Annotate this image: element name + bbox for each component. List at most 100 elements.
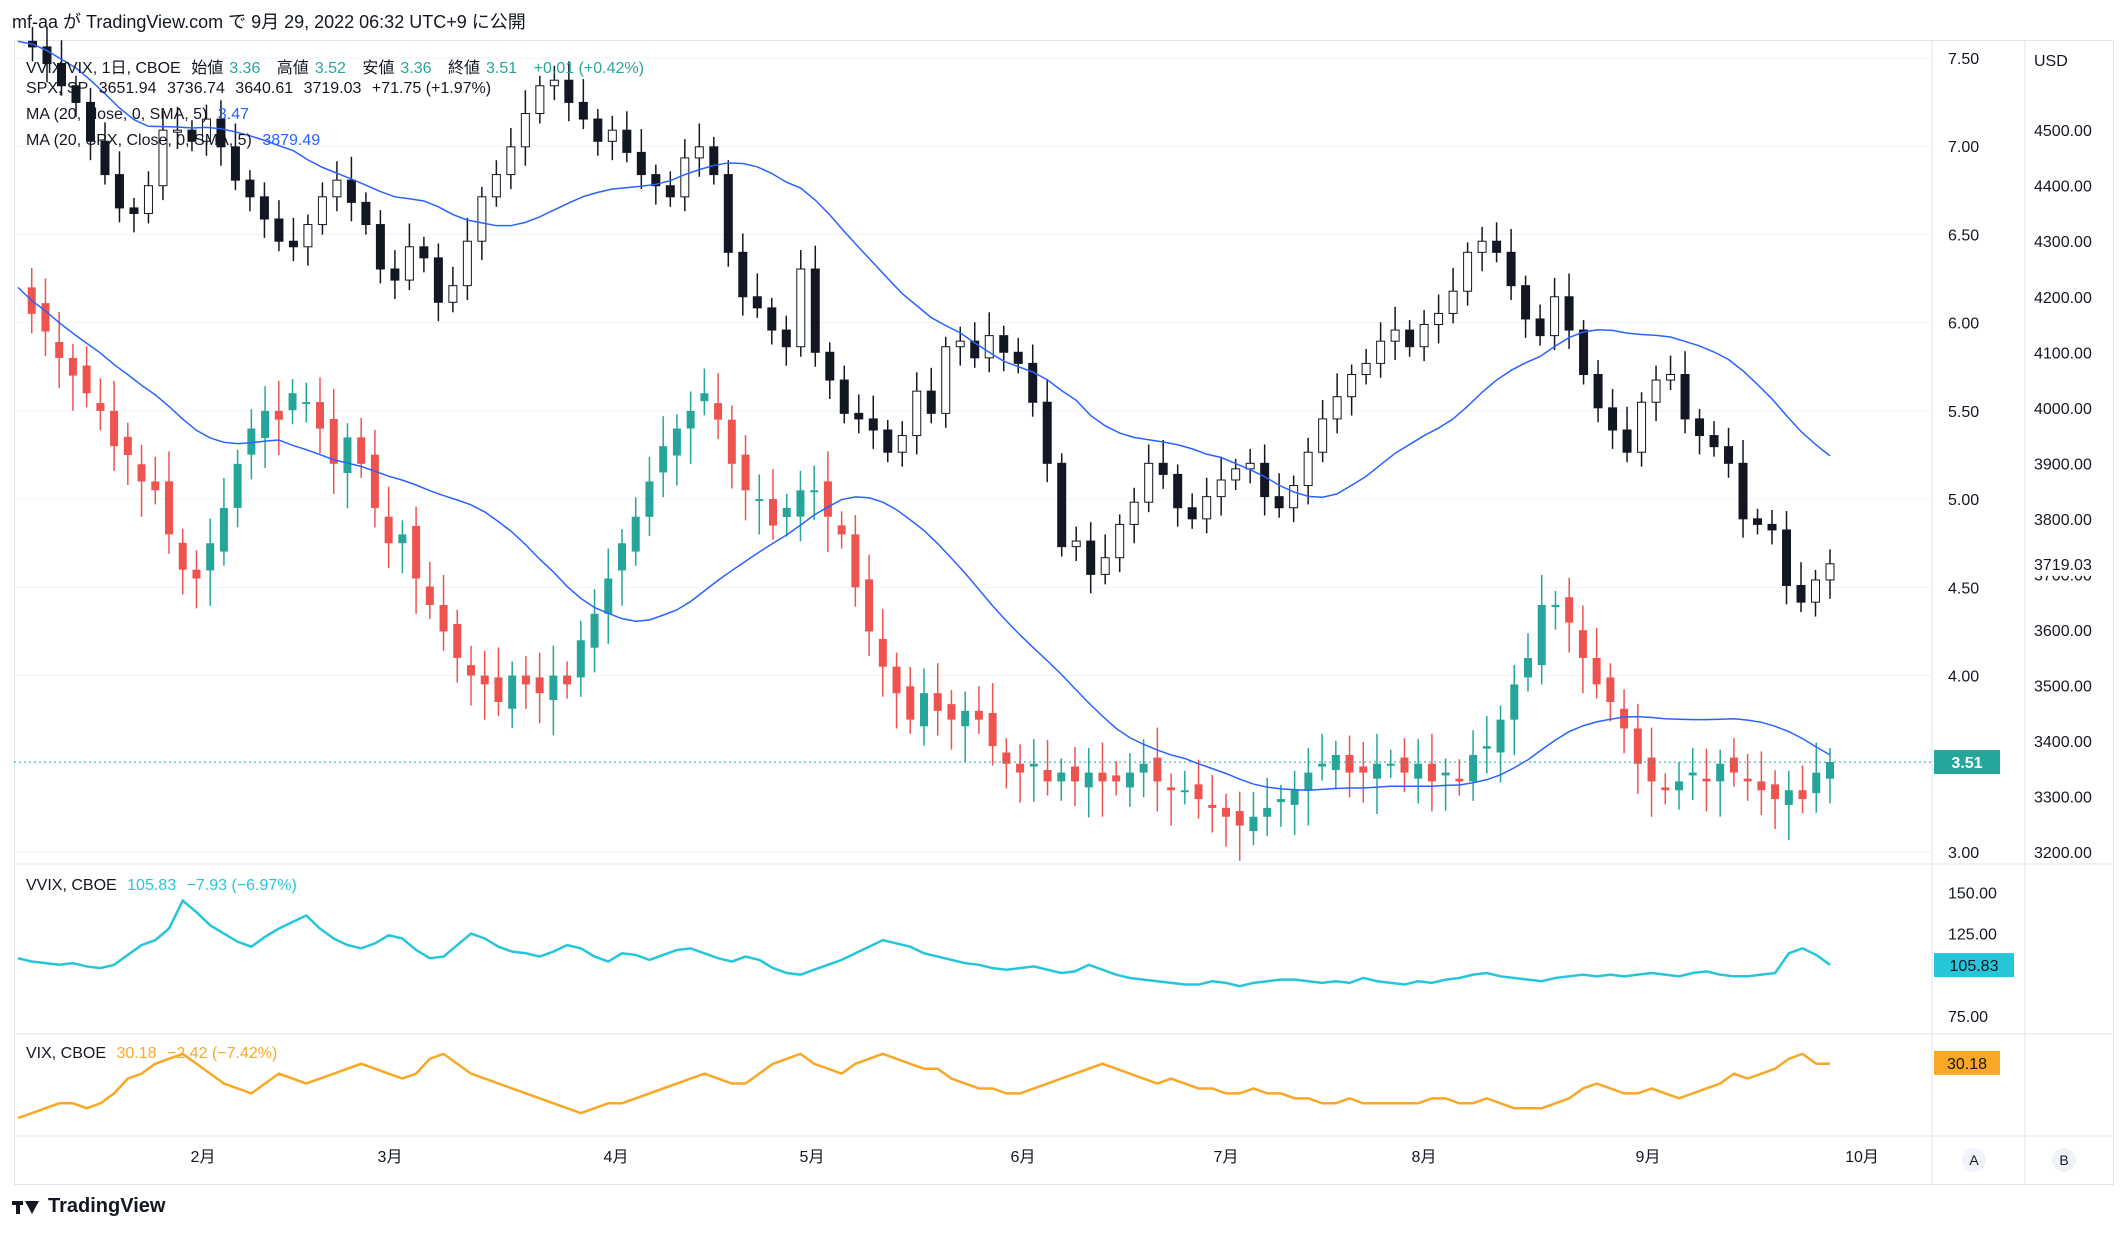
- ratio-candle: [521, 675, 530, 685]
- spx-candle: [1608, 407, 1618, 431]
- legend-ma1[interactable]: MA (20, close, 0, SMA, 5) 3.47: [26, 106, 255, 124]
- spx-candle: [1303, 451, 1313, 487]
- vvix-scale-tick: 150.00: [1948, 885, 1997, 902]
- ratio-candle: [1798, 790, 1807, 800]
- ratio-candle: [343, 437, 352, 473]
- spx-candle: [767, 307, 777, 331]
- legend-spx[interactable]: SPX, SP 3651.94 3736.74 3640.61 3719.03 …: [26, 80, 497, 98]
- ratio-candle: [1304, 772, 1313, 791]
- vix-line: [17, 1052, 1830, 1120]
- right-scale-tick: 4200.00: [2034, 290, 2092, 307]
- spx-candle: [1100, 557, 1110, 575]
- spx-candle: [622, 129, 632, 153]
- ratio-candle: [1180, 790, 1189, 793]
- ratio-candle: [1647, 757, 1656, 782]
- spx-candle: [1057, 462, 1067, 548]
- spx-candle: [361, 201, 371, 226]
- spx-candle: [143, 185, 153, 214]
- ratio-candle: [123, 436, 132, 455]
- ratio-candle: [1592, 657, 1601, 685]
- spx-candle: [1347, 373, 1357, 398]
- ma1-name: MA (20, close, 0, SMA, 5): [26, 106, 208, 123]
- spx-candle: [1492, 240, 1502, 253]
- scale-b-button[interactable]: B: [2052, 1148, 2076, 1172]
- legend-main[interactable]: VVIX/VIX, 1日, CBOE 始値 3.36 高値 3.52 安値 3.36 …: [26, 54, 650, 78]
- spx-candle: [42, 46, 52, 65]
- change-value: +0.01 (+0.42%): [533, 60, 644, 77]
- spx-open: 3651.94: [98, 80, 157, 97]
- spx-candle: [1796, 584, 1806, 603]
- ratio-candle: [1661, 787, 1670, 791]
- ratio-candle: [1812, 772, 1821, 794]
- ratio-candle: [1716, 763, 1725, 782]
- spx-candle: [549, 79, 559, 87]
- spx-candle: [1535, 318, 1545, 337]
- ratio-candle: [1496, 719, 1505, 753]
- auto-scale-button[interactable]: A: [1962, 1148, 1986, 1172]
- vvix-change: −7.93 (−6.97%): [186, 877, 297, 894]
- spx-candle: [1753, 518, 1763, 525]
- spx-candle: [477, 196, 487, 242]
- spx-candle: [1173, 473, 1183, 509]
- ratio-candle: [151, 481, 160, 491]
- spx-candle: [1187, 507, 1197, 520]
- spx-candle: [1593, 373, 1603, 409]
- spx-candle: [781, 329, 791, 348]
- ratio-candle: [55, 341, 64, 358]
- footer-brand[interactable]: TradingView: [12, 1195, 165, 1218]
- spx-candle: [346, 179, 356, 203]
- ratio-candle: [1373, 763, 1381, 779]
- spx-candle: [984, 335, 994, 359]
- spx-candle: [404, 246, 414, 281]
- vvix-value: 105.83: [127, 877, 177, 894]
- ratio-candle: [1469, 754, 1478, 782]
- right-scale-tick: 4400.00: [2034, 179, 2092, 196]
- spx-candle: [245, 179, 255, 198]
- spx-candle: [1477, 240, 1487, 253]
- ratio-candle: [947, 704, 956, 720]
- spx-candle: [1622, 429, 1632, 453]
- ratio-candle: [274, 410, 283, 420]
- right-scale-tick: 4100.00: [2034, 345, 2092, 362]
- vix-value: 30.18: [116, 1045, 157, 1062]
- ratio-candle: [1743, 778, 1752, 782]
- legend-vvix[interactable]: VVIX, CBOE 105.83 −7.93 (−6.97%): [26, 877, 303, 895]
- spx-last-label: 3719.03: [2034, 557, 2092, 574]
- ratio-candle: [1098, 772, 1107, 782]
- x-axis-tick: 2月: [191, 1149, 216, 1166]
- legend-ma2[interactable]: MA (20, SPX, Close, 0, SMA, 5) 3879.49: [26, 132, 326, 150]
- spx-candle: [1811, 579, 1821, 603]
- ratio-candle: [1043, 769, 1052, 782]
- ratio-candle: [974, 710, 983, 720]
- x-axis-tick: 10月: [1845, 1149, 1879, 1166]
- legend-vix[interactable]: VIX, CBOE 30.18 −2.42 (−7.42%): [26, 1045, 283, 1063]
- vvix-last-label-bg: [1934, 953, 2014, 978]
- ratio-candle: [714, 403, 723, 420]
- ratio-candle: [796, 490, 805, 517]
- spx-candle: [317, 196, 327, 226]
- spx-candle: [1782, 529, 1792, 586]
- ratio-candle: [1826, 762, 1834, 779]
- spx-candle: [1202, 496, 1212, 520]
- spx-candle: [752, 296, 762, 309]
- ratio-candle: [741, 454, 750, 491]
- vvix-scale-tick: 125.00: [1948, 927, 1997, 944]
- ratio-candle: [425, 586, 434, 605]
- left-scale-tick: 6.50: [1948, 227, 1979, 244]
- spx-change: +71.75 (+1.97%): [371, 80, 492, 97]
- spx-candle: [1506, 251, 1516, 287]
- chart-frame[interactable]: [14, 40, 2114, 1185]
- ratio-candle: [1565, 597, 1574, 623]
- ratio-candle: [686, 410, 695, 429]
- ratio-candle: [535, 677, 544, 694]
- spx-candle: [1695, 418, 1705, 437]
- spx-candle: [825, 351, 835, 381]
- ratio-candle: [480, 675, 489, 685]
- spx-candle: [1521, 285, 1531, 320]
- right-scale-tick: 3200.00: [2034, 845, 2092, 862]
- ratio-candle: [1249, 816, 1258, 832]
- spx-candle: [665, 185, 675, 198]
- ratio-candle: [590, 613, 599, 648]
- right-scale-tick: 3300.00: [2034, 789, 2092, 806]
